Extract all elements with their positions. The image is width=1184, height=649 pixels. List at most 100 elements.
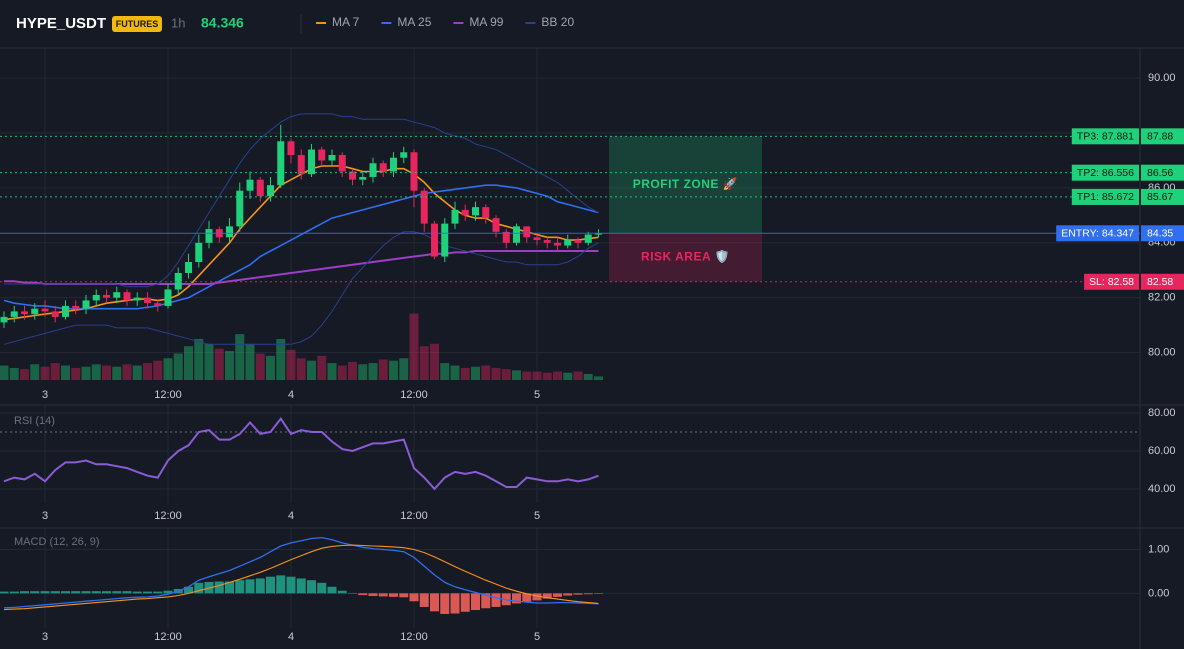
legend-label: MA 7 (332, 15, 360, 29)
candle-body (420, 190, 428, 224)
candle-body (287, 141, 295, 156)
histogram-bar (573, 593, 583, 595)
histogram-bar (30, 591, 40, 594)
rsi-title: RSI (14) (14, 415, 55, 427)
volume-bar (163, 358, 173, 380)
volume-bar (419, 346, 429, 380)
histogram-bar (20, 591, 29, 594)
histogram-bar (276, 575, 286, 594)
volume-bar (204, 343, 214, 380)
volume-bar (409, 313, 419, 380)
volume-bar (553, 371, 562, 380)
candle-body (205, 229, 213, 243)
legend-label: MA 25 (397, 15, 431, 29)
candle-body (513, 226, 520, 243)
histogram-bar (266, 576, 275, 594)
histogram-bar (409, 593, 419, 602)
candle-body (461, 209, 469, 216)
candle-body (502, 231, 510, 243)
y-tick-label: 80.00 (1148, 346, 1176, 358)
candle-body (51, 311, 59, 317)
interval: 1h (171, 15, 185, 30)
candle-body (246, 179, 254, 191)
candle-body (226, 226, 233, 238)
volume-bar (348, 361, 357, 380)
candle-body (195, 242, 203, 263)
level-axis-bg (1141, 164, 1184, 181)
volume-bar (132, 365, 142, 380)
volume-bar (71, 367, 81, 380)
bb-lower (3, 231, 599, 345)
volume-bar (378, 359, 388, 380)
histogram-bar (358, 593, 368, 596)
candle-body (0, 316, 8, 323)
volume-bar (102, 365, 111, 380)
volume-bar (40, 366, 50, 380)
badge-bg (112, 16, 162, 32)
volume-bar (0, 365, 9, 380)
volume-bar (194, 338, 204, 380)
y-tick-label: 1.00 (1148, 543, 1169, 555)
candle-body (328, 155, 336, 161)
level-label-bg (1071, 188, 1139, 205)
candle-body (174, 272, 182, 290)
y-tick-label: 0.00 (1148, 587, 1169, 599)
candle-body (359, 176, 367, 180)
level-axis-label: 82.58 (1147, 276, 1173, 288)
x-tick-label: 4 (288, 389, 294, 401)
volume-bar (460, 367, 470, 380)
level-axis-label: 85.67 (1147, 191, 1173, 203)
candle-body (21, 311, 28, 315)
histogram-bar (61, 591, 70, 594)
x-tick-label: 5 (534, 631, 540, 643)
y-tick-label: 40.00 (1148, 483, 1176, 495)
histogram-bar (450, 593, 460, 614)
rsi-line (3, 416, 599, 491)
histogram-bar (563, 593, 573, 596)
volume-bar (173, 353, 183, 380)
volume-bar (337, 365, 347, 380)
candle-body (103, 294, 110, 298)
level-label-bg (1056, 225, 1139, 242)
histogram-bar (378, 593, 388, 597)
volume-bar (91, 364, 101, 380)
histogram-bar (163, 590, 173, 594)
bb-upper (4, 113, 599, 288)
candle-body (369, 163, 377, 177)
volume-bar (286, 349, 296, 380)
volume-bar (542, 372, 552, 380)
candle-body (154, 303, 162, 306)
volume-bar (30, 364, 40, 380)
x-tick-label: 3 (42, 389, 48, 401)
candle-body (451, 209, 459, 224)
histogram-bar (522, 593, 532, 602)
candle-body (10, 311, 18, 317)
badge: FUTURES (116, 19, 159, 29)
candle-body (164, 289, 172, 306)
histogram-bar (594, 593, 603, 594)
volume-bar (276, 338, 286, 380)
candle-body (482, 207, 490, 219)
volume-bar (255, 353, 265, 380)
histogram-bar (143, 591, 152, 594)
x-tick-label: 12:00 (400, 631, 428, 643)
histogram-bar (389, 593, 398, 597)
candle-body (584, 234, 592, 243)
histogram-bar (102, 591, 111, 594)
histogram-bar (286, 576, 296, 594)
level-label: TP1: 85.672 (1077, 191, 1134, 203)
candle-body (338, 155, 346, 172)
histogram-bar (399, 593, 409, 598)
candle-body (543, 240, 551, 243)
histogram-bar (194, 582, 204, 594)
volume-bar (214, 348, 224, 380)
histogram-bar (40, 591, 50, 594)
level-axis-label: 87.88 (1147, 131, 1173, 143)
candle-body (41, 308, 49, 312)
volume-bar (153, 360, 163, 380)
volume-bar (563, 372, 573, 380)
macd-title: MACD (12, 26, 9) (14, 536, 100, 548)
candle-body (62, 305, 69, 317)
